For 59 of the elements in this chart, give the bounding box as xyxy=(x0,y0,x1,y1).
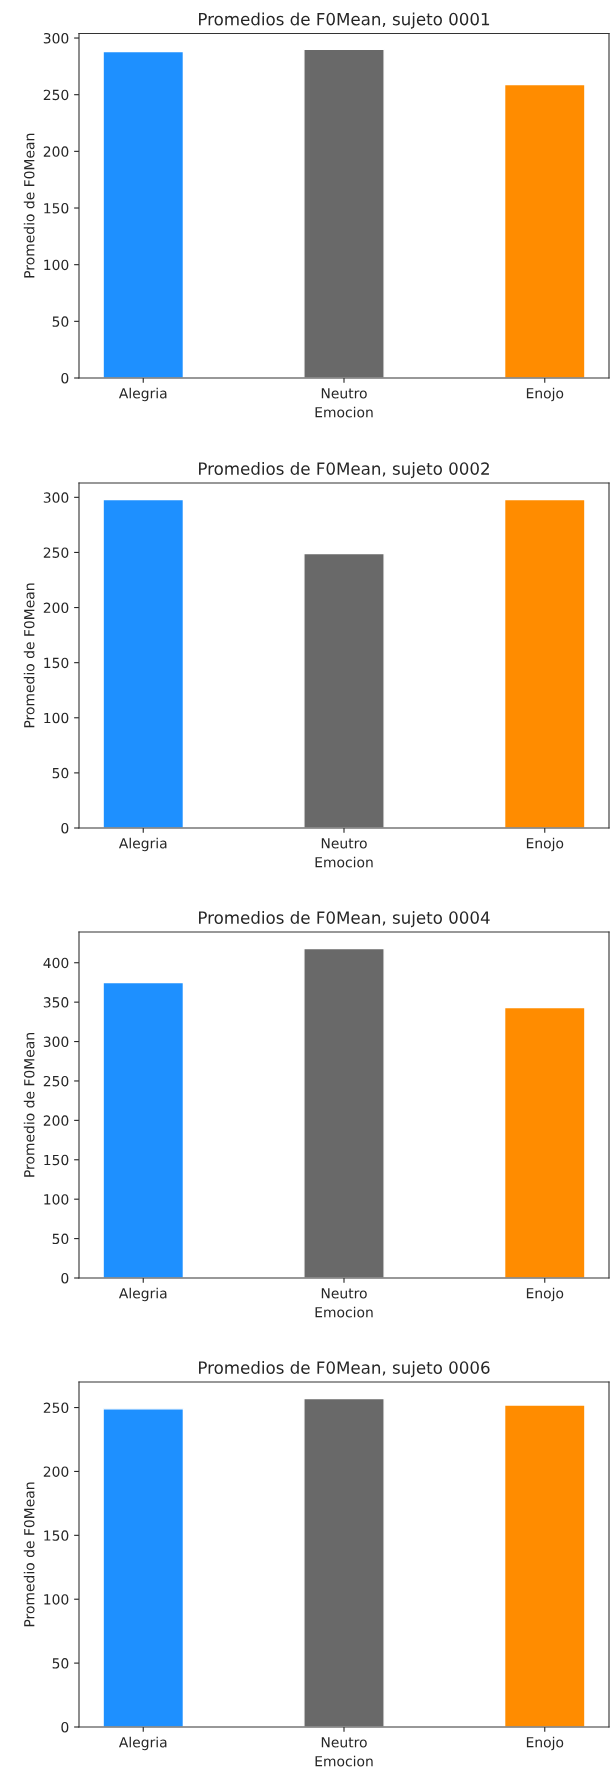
x-tick-label: Neutro xyxy=(321,838,367,849)
chart-title: Promedios de F0Mean, sujeto 0006 xyxy=(199,1361,490,1378)
x-tick-label: Enojo xyxy=(526,1287,564,1302)
x-axis-title: Emocion xyxy=(315,1755,373,1767)
y-tick-label: 250 xyxy=(43,1075,69,1087)
y-tick-label: 50 xyxy=(52,1233,69,1245)
y-tick-label: 400 xyxy=(43,957,69,969)
y-tick-label: 100 xyxy=(44,712,69,724)
y-tick-label: 50 xyxy=(52,316,69,327)
y-tick-label: 0 xyxy=(61,1721,69,1733)
y-tick-label: 200 xyxy=(43,146,69,157)
y-axis-title: Promedio de F0Mean xyxy=(23,1482,35,1627)
y-tick-label: 300 xyxy=(43,33,69,44)
y-tick-label: 250 xyxy=(43,89,69,101)
bar xyxy=(503,1006,586,1278)
x-axis-title: Emocion xyxy=(315,406,373,418)
y-tick-label: 200 xyxy=(43,1115,69,1126)
y-tick-label: 100 xyxy=(44,259,69,271)
y-tick-label: 0 xyxy=(61,822,69,834)
y-tick-label: 50 xyxy=(52,767,69,779)
y-tick-label: 300 xyxy=(43,492,69,503)
y-axis-title: Promedio de F0Mean xyxy=(23,583,35,728)
y-tick-label: 250 xyxy=(43,547,69,558)
y-tick-label: 150 xyxy=(44,1154,69,1166)
chart-title: Promedios de F0Mean, sujeto 0002 xyxy=(199,462,489,479)
x-tick-label: Alegria xyxy=(118,1287,167,1302)
bar xyxy=(303,947,385,1278)
bar xyxy=(503,83,586,378)
x-axis-title: Emocion xyxy=(315,856,373,868)
y-tick-label: 200 xyxy=(43,602,69,614)
y-axis-title: Promedio de F0Mean xyxy=(23,133,35,278)
x-tick-label: Alegria xyxy=(118,1736,167,1751)
y-tick-label: 150 xyxy=(44,202,69,214)
y-tick-label: 350 xyxy=(43,997,69,1008)
chart-title: Promedios de F0Mean, sujeto 0001 xyxy=(199,12,490,29)
y-tick-label: 0 xyxy=(61,1272,69,1284)
x-tick-label: Enojo xyxy=(526,837,564,852)
bar xyxy=(102,50,185,378)
x-tick-label: Neutro xyxy=(321,1288,367,1299)
bar xyxy=(303,48,385,378)
bar xyxy=(102,981,185,1278)
y-tick-label: 300 xyxy=(43,1036,69,1048)
x-tick-label: Alegria xyxy=(118,837,167,852)
y-tick-label: 250 xyxy=(43,1402,69,1414)
y-tick-label: 200 xyxy=(43,1466,69,1477)
y-tick-label: 0 xyxy=(61,372,69,384)
x-axis-title: Emocion xyxy=(315,1306,373,1318)
y-tick-label: 100 xyxy=(44,1194,69,1205)
chart-title: Promedios de F0Mean, sujeto 0004 xyxy=(199,911,490,928)
x-tick-label: Alegria xyxy=(118,387,167,402)
y-tick-label: 150 xyxy=(44,1530,69,1541)
y-tick-label: 50 xyxy=(52,1658,69,1669)
x-tick-label: Neutro xyxy=(321,1737,367,1748)
y-axis-title: Promedio de F0Mean xyxy=(23,1033,35,1177)
x-tick-label: Enojo xyxy=(526,1736,564,1751)
x-tick-label: Neutro xyxy=(321,388,367,399)
y-tick-label: 100 xyxy=(44,1594,69,1605)
x-tick-label: Enojo xyxy=(526,387,564,402)
y-tick-label: 150 xyxy=(44,657,69,669)
